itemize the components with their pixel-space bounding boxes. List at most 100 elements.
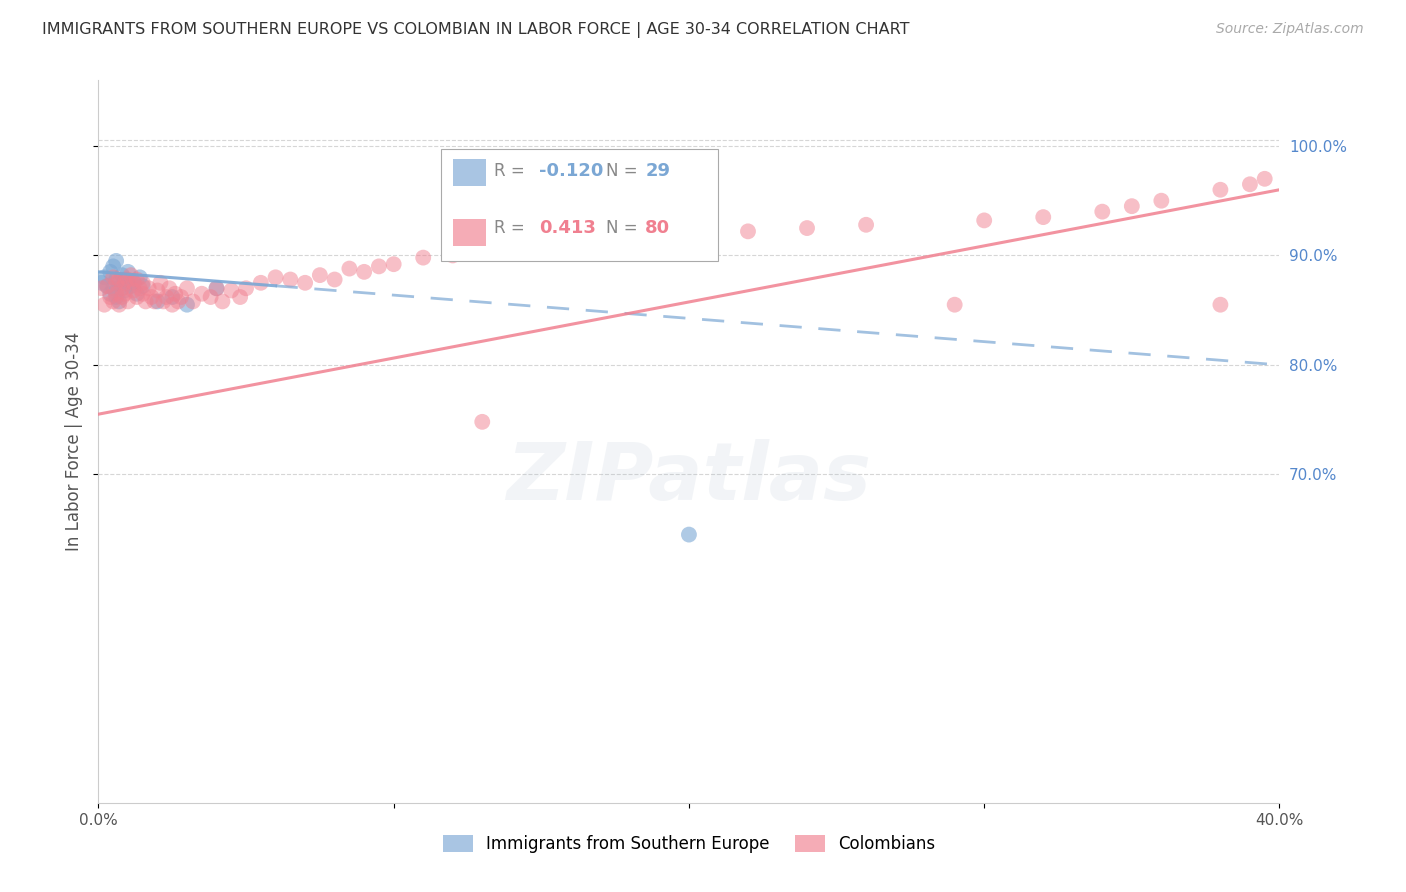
Point: [105, 253, 128, 268]
Text: N =: N =: [606, 219, 643, 237]
Point: [1032, 210, 1054, 224]
Point: [117, 294, 139, 309]
Point: [205, 281, 228, 295]
Point: [96, 279, 118, 293]
Legend: Immigrants from Southern Europe, Colombians: Immigrants from Southern Europe, Colombi…: [436, 828, 942, 860]
Point: [128, 281, 150, 295]
Point: [108, 294, 131, 309]
Point: [170, 290, 193, 304]
Point: [132, 286, 155, 301]
Point: [855, 218, 877, 232]
Point: [108, 272, 131, 286]
Point: [589, 228, 612, 243]
Point: [103, 270, 125, 285]
Point: [211, 294, 233, 309]
Point: [152, 294, 174, 309]
Point: [125, 286, 148, 301]
Bar: [453, 159, 486, 186]
Point: [200, 290, 222, 304]
Point: [191, 286, 214, 301]
Point: [471, 415, 494, 429]
Point: [111, 268, 134, 282]
Point: [122, 276, 145, 290]
Point: [323, 272, 346, 286]
Point: [1121, 199, 1143, 213]
Point: [149, 276, 172, 290]
Text: R =: R =: [494, 161, 530, 179]
Point: [103, 281, 125, 295]
Point: [1209, 298, 1232, 312]
Point: [339, 261, 361, 276]
Point: [90, 276, 112, 290]
Point: [105, 272, 128, 286]
Point: [98, 286, 121, 301]
Point: [412, 251, 434, 265]
Point: [264, 270, 287, 285]
Point: [114, 272, 136, 286]
Point: [441, 248, 464, 262]
Point: [155, 290, 177, 304]
Point: [157, 281, 180, 295]
Point: [162, 298, 183, 312]
Point: [105, 286, 128, 301]
Point: [93, 270, 115, 285]
Point: [128, 270, 150, 285]
Point: [122, 284, 145, 298]
Point: [103, 260, 125, 274]
Point: [90, 281, 112, 295]
Point: [353, 265, 375, 279]
Point: [146, 294, 169, 309]
Text: -0.120: -0.120: [538, 161, 603, 179]
Point: [530, 235, 553, 250]
Text: N =: N =: [606, 161, 643, 179]
Point: [98, 290, 121, 304]
Point: [93, 298, 115, 312]
Text: Source: ZipAtlas.com: Source: ZipAtlas.com: [1216, 22, 1364, 37]
Point: [165, 286, 187, 301]
Point: [117, 272, 139, 286]
FancyBboxPatch shape: [441, 149, 718, 260]
Point: [146, 284, 169, 298]
Point: [132, 276, 155, 290]
Point: [368, 260, 391, 274]
Point: [309, 268, 332, 282]
Point: [96, 279, 118, 293]
Point: [138, 281, 160, 295]
Point: [176, 298, 198, 312]
Point: [382, 257, 405, 271]
Point: [135, 294, 157, 309]
Point: [120, 268, 142, 282]
Point: [105, 276, 128, 290]
Point: [973, 213, 995, 227]
Point: [114, 284, 136, 298]
Text: 80: 80: [645, 219, 671, 237]
Point: [1150, 194, 1173, 208]
Text: 29: 29: [645, 161, 671, 179]
Y-axis label: In Labor Force | Age 30-34: In Labor Force | Age 30-34: [65, 332, 83, 551]
Point: [1239, 178, 1261, 192]
Point: [105, 290, 128, 304]
Point: [250, 276, 273, 290]
Point: [117, 276, 139, 290]
Point: [560, 240, 582, 254]
Point: [111, 281, 134, 295]
Point: [132, 279, 155, 293]
Point: [678, 232, 700, 246]
Point: [108, 298, 131, 312]
Point: [737, 224, 759, 238]
Point: [162, 290, 183, 304]
Point: [111, 281, 134, 295]
Point: [98, 265, 121, 279]
Point: [120, 279, 142, 293]
Point: [1254, 171, 1277, 186]
Point: [943, 298, 966, 312]
Text: IMMIGRANTS FROM SOUTHERN EUROPE VS COLOMBIAN IN LABOR FORCE | AGE 30-34 CORRELAT: IMMIGRANTS FROM SOUTHERN EUROPE VS COLOM…: [42, 22, 910, 38]
Point: [125, 290, 148, 304]
Point: [143, 294, 166, 309]
Text: 0.413: 0.413: [538, 219, 596, 237]
Point: [796, 221, 818, 235]
Point: [235, 281, 257, 295]
Point: [122, 276, 145, 290]
Point: [1091, 204, 1114, 219]
Point: [441, 183, 464, 197]
